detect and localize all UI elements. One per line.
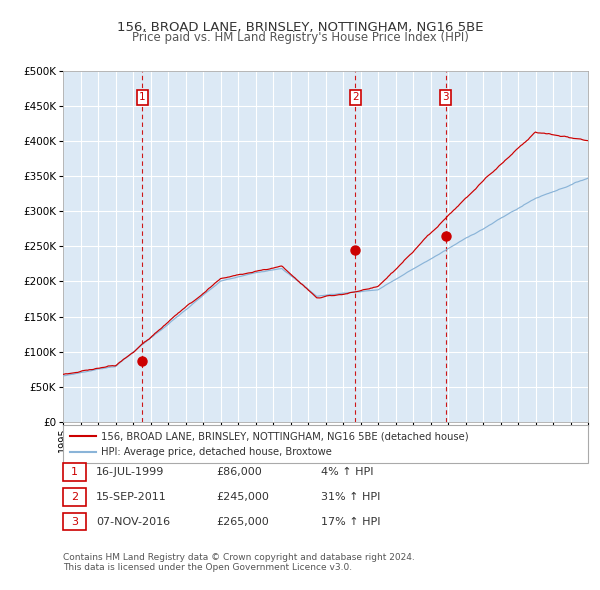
Text: 2: 2 bbox=[352, 93, 359, 103]
Text: £86,000: £86,000 bbox=[216, 467, 262, 477]
Text: 156, BROAD LANE, BRINSLEY, NOTTINGHAM, NG16 5BE: 156, BROAD LANE, BRINSLEY, NOTTINGHAM, N… bbox=[117, 21, 483, 34]
Text: Contains HM Land Registry data © Crown copyright and database right 2024.: Contains HM Land Registry data © Crown c… bbox=[63, 553, 415, 562]
Text: 16-JUL-1999: 16-JUL-1999 bbox=[96, 467, 164, 477]
Text: 3: 3 bbox=[71, 517, 78, 526]
Text: 31% ↑ HPI: 31% ↑ HPI bbox=[321, 492, 380, 502]
Text: HPI: Average price, detached house, Broxtowe: HPI: Average price, detached house, Brox… bbox=[101, 447, 332, 457]
Text: 1: 1 bbox=[71, 467, 78, 477]
Text: 1: 1 bbox=[139, 93, 146, 103]
Text: Price paid vs. HM Land Registry's House Price Index (HPI): Price paid vs. HM Land Registry's House … bbox=[131, 31, 469, 44]
Text: 156, BROAD LANE, BRINSLEY, NOTTINGHAM, NG16 5BE (detached house): 156, BROAD LANE, BRINSLEY, NOTTINGHAM, N… bbox=[101, 431, 469, 441]
Text: 4% ↑ HPI: 4% ↑ HPI bbox=[321, 467, 373, 477]
Text: 17% ↑ HPI: 17% ↑ HPI bbox=[321, 517, 380, 526]
Text: 3: 3 bbox=[442, 93, 449, 103]
Text: 2: 2 bbox=[71, 492, 78, 502]
Text: 15-SEP-2011: 15-SEP-2011 bbox=[96, 492, 167, 502]
Text: 07-NOV-2016: 07-NOV-2016 bbox=[96, 517, 170, 526]
Text: £245,000: £245,000 bbox=[216, 492, 269, 502]
Text: £265,000: £265,000 bbox=[216, 517, 269, 526]
Text: This data is licensed under the Open Government Licence v3.0.: This data is licensed under the Open Gov… bbox=[63, 563, 352, 572]
